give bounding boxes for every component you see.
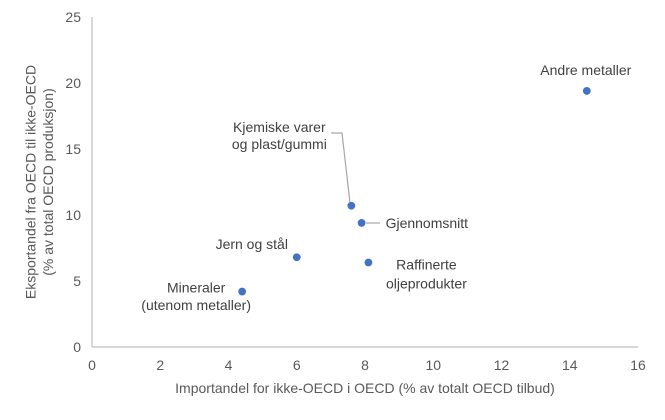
- data-point-jern-og-stal: [292, 253, 301, 262]
- x-tick-label: 4: [225, 357, 233, 373]
- data-point-raffinerte-oljeprodukter: [364, 258, 373, 267]
- x-tick-label: 12: [494, 357, 510, 373]
- y-tick-label: 0: [73, 339, 81, 355]
- x-tick-label: 8: [361, 357, 369, 373]
- data-point-label-mineraler-line1: Mineraler: [167, 280, 226, 296]
- x-tick-label: 16: [630, 357, 646, 373]
- x-tick-label: 2: [156, 357, 164, 373]
- x-tick-label: 6: [293, 357, 301, 373]
- data-point-mineraler: [238, 287, 247, 296]
- x-tick-label: 0: [88, 357, 96, 373]
- data-point-label-gjennomsnitt: Gjennomsnitt: [386, 215, 469, 231]
- data-point-andre-metaller: [582, 87, 591, 95]
- y-tick-label: 5: [73, 273, 81, 289]
- y-axis-title-line2: (% av total OECD produksjon): [40, 88, 56, 276]
- data-point-label-kjemiske-varer-og-plast-gummi-line1: Kjemiske varer: [233, 119, 326, 135]
- x-axis-title: Importandel for ikke-OECD i OECD (% av t…: [175, 380, 555, 396]
- leader-line-kjemiske-varer-og-plast-gummi: [331, 132, 351, 204]
- y-axis-title-line1: Eksportandel fra OECD til ikke-OECD: [23, 65, 39, 299]
- x-tick-label: 14: [562, 357, 578, 373]
- x-tick-label: 10: [425, 357, 441, 373]
- data-point-label-andre-metaller: Andre metaller: [540, 62, 631, 78]
- data-point-label-mineraler-line2: (utenom metaller): [141, 297, 251, 313]
- y-tick-label: 10: [65, 207, 81, 223]
- data-point-label-raffinerte-oljeprodukter-line2: oljeprodukter: [386, 276, 467, 292]
- data-point-label-jern-og-stal: Jern og stål: [216, 236, 288, 252]
- y-tick-label: 20: [65, 75, 81, 91]
- y-tick-label: 25: [65, 9, 81, 25]
- data-point-gjennomsnitt: [357, 219, 366, 227]
- y-tick-label: 15: [65, 141, 81, 157]
- data-point-label-raffinerte-oljeprodukter-line1: Raffinerte: [396, 257, 457, 273]
- data-point-kjemiske-varer-og-plast-gummi: [347, 201, 356, 210]
- data-point-label-kjemiske-varer-og-plast-gummi-line2: og plast/gummi: [232, 136, 327, 152]
